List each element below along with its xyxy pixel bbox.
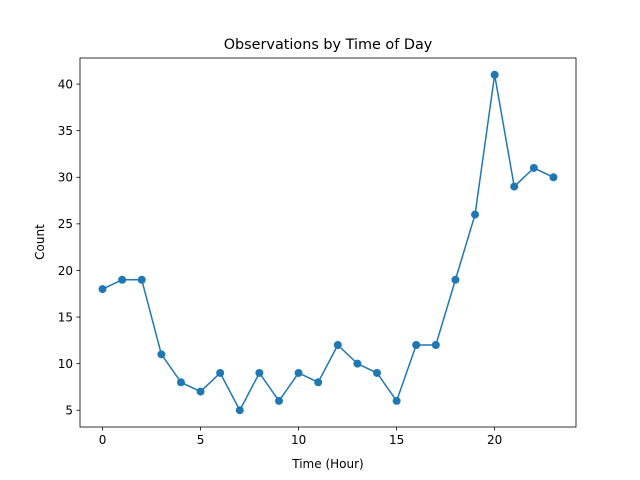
y-tick-label: 40 [58,77,73,91]
x-tick-label: 20 [487,433,502,447]
y-tick-label: 10 [58,357,73,371]
y-tick-label: 30 [58,171,73,185]
chart-title: Observations by Time of Day [224,37,433,53]
data-point [412,341,421,349]
data-point [333,341,342,349]
data-point [373,368,382,377]
axes-frame [79,57,577,428]
data-point [510,182,519,191]
x-tick-label: 15 [389,433,404,447]
data-point [98,285,107,294]
data-point [529,163,538,172]
y-tick-label: 5 [65,404,73,418]
data-point [490,70,499,79]
y-tick-label: 25 [58,217,73,231]
data-point [235,406,244,415]
x-tick-label: 0 [99,433,107,447]
data-point [549,173,558,182]
y-tick-label: 20 [58,264,73,278]
data-point [176,378,185,387]
y-tick-label: 35 [58,124,73,138]
y-tick-label: 15 [58,310,73,324]
x-axis-label: Time (Hour) [291,457,363,471]
data-point [294,368,303,377]
data-point [451,275,460,284]
data-point [392,396,401,405]
data-point [314,378,323,387]
x-tick-label: 5 [197,433,205,447]
plot-area [98,70,558,415]
series-line [102,74,554,411]
data-point [471,210,480,219]
x-tick-label: 10 [291,433,306,447]
data-point [196,387,205,396]
data-point [431,341,440,349]
data-point [274,396,283,405]
data-point [255,368,264,377]
data-point [157,350,166,359]
data-point [118,275,127,284]
data-point [353,359,362,368]
axes: 0 5 10 15 20 5 10 15 20 25 30 35 40 [58,57,577,447]
data-point [216,368,225,377]
y-axis-label: Count [33,224,47,260]
data-point [137,275,146,284]
